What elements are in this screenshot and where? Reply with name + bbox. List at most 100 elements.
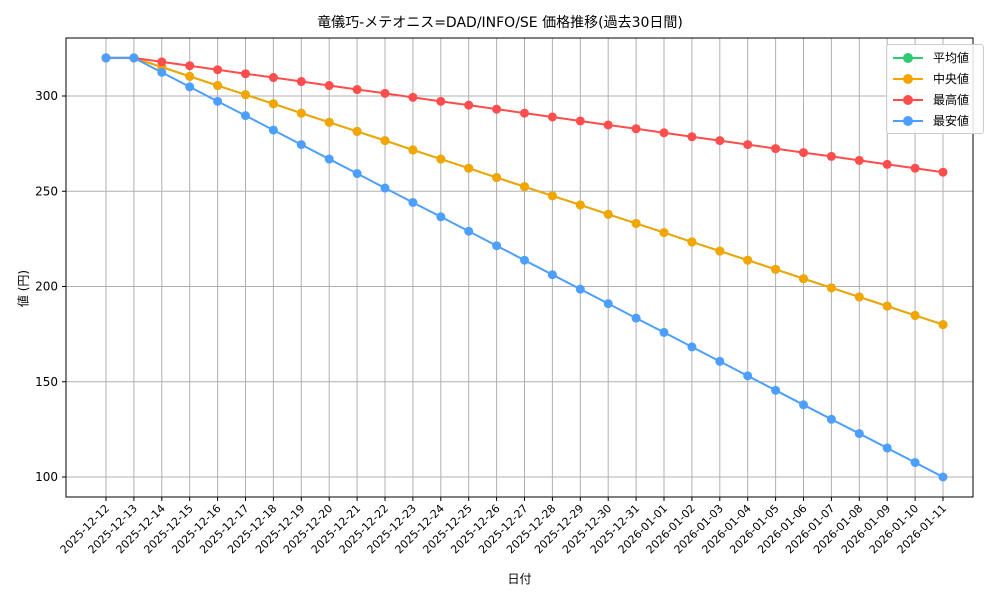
data-point (408, 197, 418, 207)
data-point (241, 69, 250, 79)
data-point (826, 151, 836, 161)
data-point (799, 274, 808, 284)
data-point (687, 342, 697, 352)
data-point (687, 237, 697, 247)
data-point (324, 117, 334, 127)
y-tick-label: 300 (35, 89, 58, 103)
legend-label: 平均値 (933, 51, 970, 65)
data-point (157, 57, 167, 67)
chart-title: 竜儀巧-メテオニス=DAD/INFO/SE 価格推移(過去30日間) (317, 15, 683, 31)
data-point (938, 472, 948, 482)
data-point (129, 53, 139, 63)
data-point (743, 371, 753, 381)
legend-item-median: 中央値 (887, 68, 983, 89)
legend-marker-icon (893, 94, 923, 105)
data-point (854, 292, 864, 302)
data-point (185, 82, 195, 92)
data-point (631, 313, 641, 323)
data-point (575, 116, 585, 126)
data-point (408, 145, 418, 155)
data-point (352, 169, 362, 179)
data-point (659, 327, 669, 337)
data-point (213, 81, 223, 91)
data-point (603, 209, 613, 219)
data-point (296, 77, 306, 87)
legend-marker-icon (893, 73, 923, 84)
data-point (520, 255, 529, 265)
data-point (771, 264, 781, 274)
data-point (380, 183, 390, 193)
data-point (771, 385, 781, 395)
data-point (547, 191, 557, 201)
data-point (324, 81, 334, 91)
legend-label: 最高値 (933, 93, 970, 107)
data-point (743, 140, 753, 150)
data-point (324, 154, 334, 164)
data-point (938, 167, 948, 177)
data-point (882, 159, 892, 169)
data-point (492, 241, 502, 251)
data-point (241, 90, 250, 100)
data-point (268, 73, 278, 83)
data-point (603, 120, 613, 130)
data-point (464, 163, 474, 173)
data-point (715, 246, 725, 256)
x-axis-label: 日付 (507, 572, 532, 586)
data-point (436, 154, 446, 164)
data-point (296, 108, 306, 118)
data-point (268, 99, 278, 109)
data-point (631, 124, 641, 134)
data-point (854, 429, 864, 439)
legend-marker-icon (893, 52, 923, 63)
data-point (659, 228, 669, 238)
data-point (659, 128, 669, 138)
data-point (268, 125, 278, 135)
data-point (910, 163, 920, 173)
data-point (464, 226, 474, 236)
legend-item-average: 平均値 (887, 47, 983, 68)
data-point (185, 71, 195, 81)
data-point (520, 182, 529, 192)
data-point (938, 320, 948, 330)
data-point (436, 212, 446, 222)
data-point (380, 88, 390, 98)
data-point (380, 136, 390, 146)
data-point (547, 112, 557, 122)
data-point (520, 108, 529, 118)
data-point (436, 96, 446, 106)
legend-label: 最安値 (933, 114, 970, 128)
data-point (910, 458, 920, 468)
data-point (826, 414, 836, 424)
data-point (352, 85, 362, 95)
data-point (854, 155, 864, 165)
data-point (575, 200, 585, 210)
legend-item-min: 最安値 (887, 110, 983, 131)
data-point (464, 100, 474, 110)
data-point (771, 144, 781, 154)
data-point (882, 301, 892, 311)
data-point (575, 284, 585, 294)
axes-frame (65, 37, 974, 498)
data-point (492, 173, 502, 183)
legend-item-max: 最高値 (887, 89, 983, 110)
data-point (910, 310, 920, 320)
data-point (743, 255, 753, 265)
data-point (799, 148, 808, 158)
data-point (352, 126, 362, 136)
legend: 平均値 中央値 最高値 最安値 (886, 44, 984, 134)
data-point (101, 53, 111, 63)
y-tick-label: 200 (35, 280, 58, 294)
data-point (826, 283, 836, 293)
data-point (715, 136, 725, 146)
data-point (241, 111, 250, 121)
data-point (492, 104, 502, 114)
data-point (715, 356, 725, 366)
data-point (213, 96, 223, 106)
data-point (213, 65, 223, 75)
data-point (296, 140, 306, 150)
legend-label: 中央値 (933, 72, 970, 86)
y-tick-label: 250 (35, 184, 58, 198)
data-point (882, 443, 892, 453)
data-point (157, 67, 167, 77)
